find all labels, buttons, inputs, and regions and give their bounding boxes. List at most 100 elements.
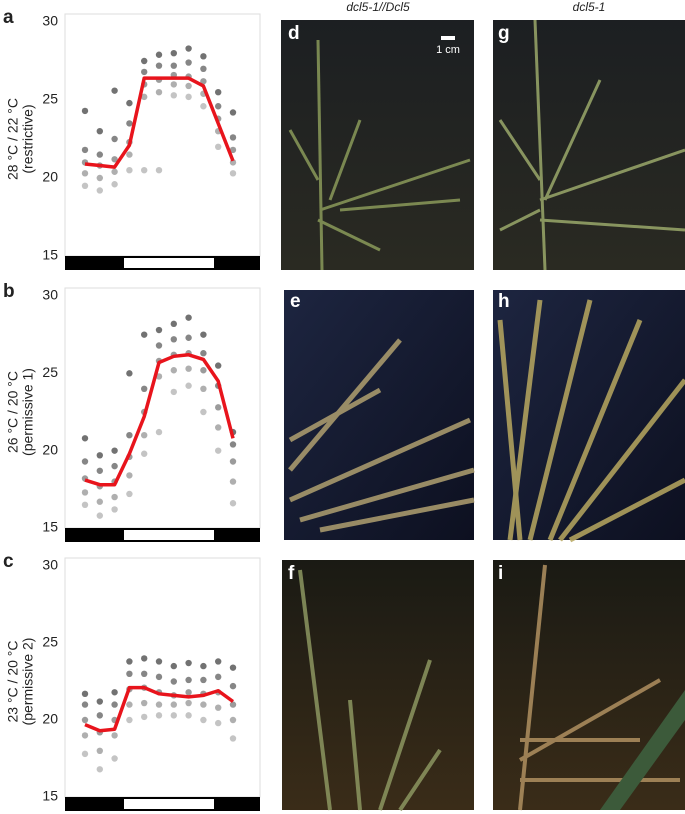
- data-point: [96, 698, 104, 705]
- y-tick-label: 15: [42, 788, 58, 804]
- data-point: [229, 701, 237, 708]
- panel-label: g: [498, 23, 510, 44]
- trend-line: [84, 76, 235, 169]
- y-tick-label: 20: [42, 711, 58, 727]
- data-point: [155, 51, 163, 58]
- data-point: [81, 170, 89, 177]
- y-tick-label: 25: [42, 364, 58, 380]
- data-point: [111, 156, 118, 163]
- data-point: [200, 716, 207, 724]
- data-point: [229, 682, 237, 690]
- y-tick-label: 15: [42, 519, 58, 535]
- photo-f: [282, 560, 474, 812]
- data-point: [126, 370, 133, 377]
- data-point: [81, 701, 89, 708]
- data-point: [170, 701, 177, 708]
- data-point: [111, 87, 118, 94]
- data-point: [215, 89, 222, 96]
- data-point: [185, 45, 192, 52]
- data-point: [126, 670, 133, 677]
- data-point: [185, 82, 192, 90]
- data-point: [81, 750, 89, 758]
- photo-g: [493, 19, 685, 271]
- data-point: [185, 334, 192, 341]
- y-axis-label: 23 °C / 20 °C: [5, 640, 21, 722]
- y-tick-label: 20: [42, 169, 58, 185]
- trend-line: [84, 685, 235, 733]
- data-point: [81, 107, 89, 115]
- data-point: [141, 385, 148, 392]
- data-point: [155, 89, 163, 96]
- data-point: [215, 447, 222, 454]
- y-tick-label: 25: [42, 91, 58, 107]
- data-point: [185, 676, 192, 684]
- data-point: [96, 187, 104, 194]
- data-point: [170, 678, 177, 685]
- data-point: [200, 701, 207, 708]
- panel-label: i: [498, 563, 503, 584]
- data-point: [96, 712, 104, 719]
- data-point: [126, 99, 133, 107]
- photo-e: [284, 290, 475, 540]
- y-axis-label: 26 °C / 20 °C: [5, 371, 21, 453]
- data-point: [229, 735, 237, 742]
- data-point: [185, 382, 192, 389]
- panel-label: b: [3, 281, 15, 302]
- data-point: [200, 350, 207, 357]
- data-point: [155, 342, 163, 349]
- data-point: [229, 664, 237, 671]
- data-point: [170, 388, 177, 396]
- data-point: [141, 68, 148, 76]
- y-tick-label: 30: [42, 557, 58, 573]
- data-point: [96, 467, 104, 474]
- data-point: [229, 500, 237, 507]
- data-point: [155, 428, 163, 436]
- data-point: [170, 320, 177, 328]
- data-point: [185, 314, 192, 321]
- day-bar: [124, 799, 214, 809]
- data-point: [141, 670, 148, 677]
- data-point: [111, 168, 118, 175]
- data-point: [185, 689, 192, 696]
- y-tick-label: 30: [42, 287, 58, 303]
- data-point: [111, 755, 118, 762]
- data-point: [215, 143, 222, 150]
- data-point: [96, 498, 104, 505]
- data-point: [200, 676, 207, 684]
- data-point: [111, 181, 118, 188]
- data-point: [141, 167, 148, 174]
- data-point: [126, 658, 133, 665]
- data-point: [141, 432, 148, 439]
- data-point: [141, 93, 148, 101]
- data-point: [170, 50, 177, 57]
- trend-line: [84, 353, 235, 487]
- scale-bar-label: 1 cm: [436, 44, 460, 56]
- data-point: [229, 109, 237, 116]
- data-point: [111, 447, 118, 454]
- data-point: [111, 135, 118, 143]
- data-point: [81, 501, 89, 508]
- data-point: [81, 690, 89, 698]
- data-point: [155, 658, 163, 665]
- data-point: [155, 62, 163, 69]
- data-point: [155, 326, 163, 334]
- data-point: [141, 57, 148, 65]
- data-point: [200, 331, 207, 338]
- data-point: [200, 367, 207, 374]
- data-point: [215, 103, 222, 110]
- data-point: [96, 452, 104, 459]
- data-point: [111, 701, 118, 708]
- data-point: [229, 478, 237, 485]
- data-point: [155, 701, 163, 708]
- data-point: [81, 732, 89, 739]
- data-point: [126, 716, 133, 724]
- y-axis-label: (restrictive): [20, 104, 36, 173]
- data-point: [96, 512, 104, 519]
- data-point: [141, 331, 148, 338]
- data-point: [229, 134, 237, 141]
- plot-area: [64, 557, 261, 798]
- data-point: [200, 65, 207, 73]
- photo-d: 1 cm: [281, 20, 474, 271]
- data-point: [200, 53, 207, 60]
- data-point: [229, 458, 237, 465]
